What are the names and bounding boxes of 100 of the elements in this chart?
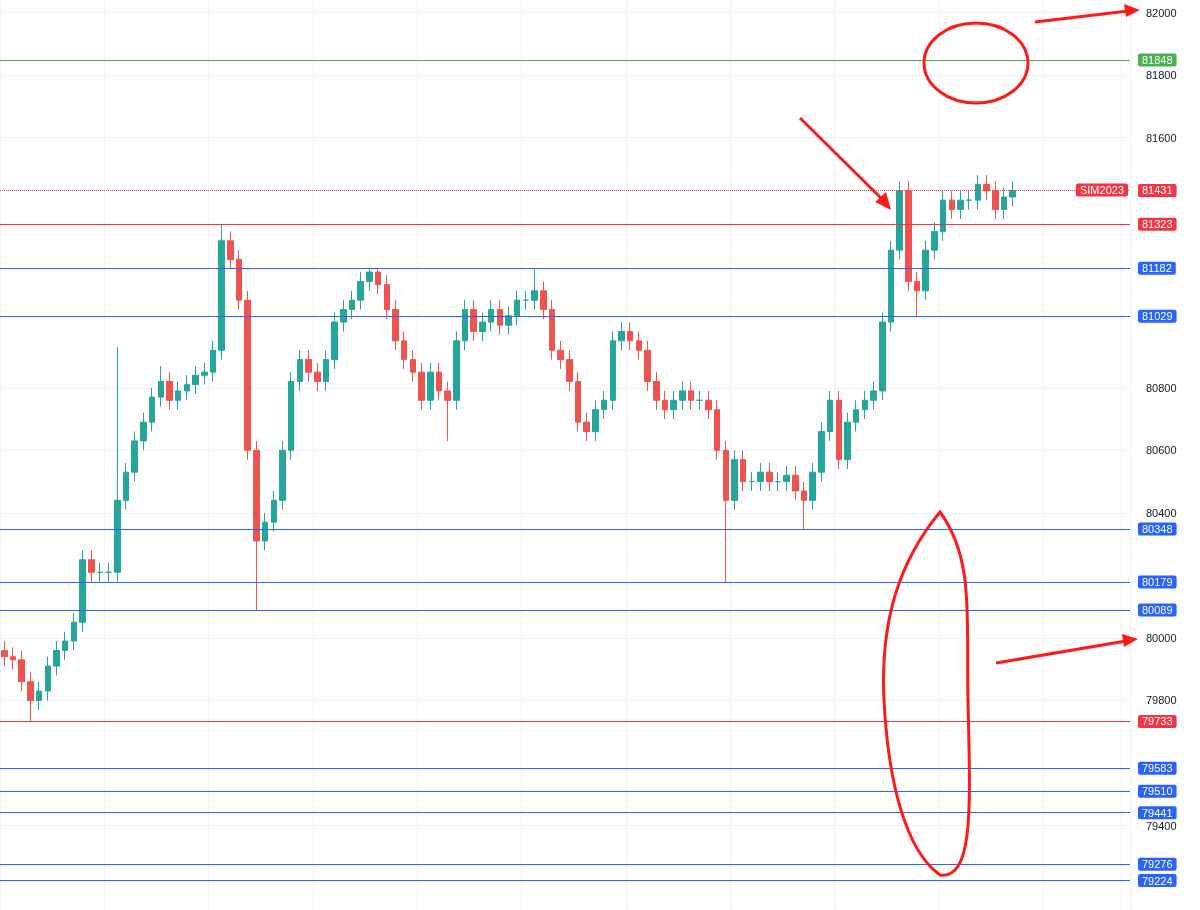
candlestick bbox=[45, 656, 51, 701]
candlestick bbox=[271, 490, 277, 533]
ref-line-label: 81029 bbox=[1142, 310, 1173, 323]
candlestick bbox=[418, 362, 425, 411]
candlestick bbox=[305, 349, 312, 383]
candlestick bbox=[201, 362, 208, 386]
candlestick bbox=[775, 471, 781, 492]
candlestick bbox=[427, 362, 434, 411]
candlestick bbox=[862, 390, 868, 420]
candlestick bbox=[114, 346, 121, 583]
candlestick bbox=[1001, 187, 1007, 220]
candlestick bbox=[340, 299, 347, 332]
candlestick bbox=[783, 465, 790, 492]
candlestick bbox=[531, 267, 538, 311]
candlestick bbox=[97, 562, 103, 583]
candlestick bbox=[505, 305, 512, 336]
ref-line-label: 79733 bbox=[1142, 715, 1173, 728]
candlestick bbox=[297, 349, 303, 392]
candlestick bbox=[983, 174, 990, 201]
candlestick bbox=[236, 249, 242, 311]
candlestick bbox=[175, 381, 181, 411]
ref-line-label: 79441 bbox=[1142, 806, 1173, 819]
candlestick bbox=[253, 440, 260, 611]
candlestick bbox=[610, 330, 616, 411]
candlestick bbox=[36, 681, 42, 711]
y-tick-label: 81600 bbox=[1146, 131, 1177, 144]
candlestick bbox=[140, 412, 147, 451]
candlestick bbox=[540, 280, 547, 320]
candlestick bbox=[853, 399, 859, 433]
ref-line-label: 81323 bbox=[1142, 218, 1173, 231]
candlestick bbox=[279, 440, 286, 511]
candlestick bbox=[583, 412, 590, 442]
candlestick bbox=[757, 462, 764, 492]
candlestick bbox=[10, 646, 16, 670]
candlestick bbox=[896, 180, 903, 261]
candlestick bbox=[870, 381, 877, 411]
candlestick bbox=[957, 190, 964, 220]
candlestick bbox=[592, 399, 599, 442]
candlestick bbox=[227, 230, 234, 270]
candlestick bbox=[801, 481, 807, 530]
candlestick bbox=[749, 471, 755, 492]
candlestick bbox=[357, 271, 364, 311]
candlestick bbox=[349, 290, 355, 320]
candlestick bbox=[18, 649, 25, 692]
candlestick bbox=[601, 390, 607, 420]
candlestick bbox=[723, 440, 729, 583]
ref-line-label: 80179 bbox=[1142, 575, 1173, 588]
candlestick bbox=[218, 223, 225, 361]
y-tick-label: 81800 bbox=[1146, 69, 1177, 82]
candlestick bbox=[975, 174, 981, 211]
candlestick bbox=[71, 612, 77, 651]
candlestick bbox=[836, 390, 842, 470]
candlestick bbox=[766, 462, 773, 492]
candlestick bbox=[905, 180, 912, 292]
candlestick bbox=[566, 349, 573, 392]
candlestick bbox=[636, 330, 642, 361]
candlestick bbox=[670, 390, 677, 420]
candlestick bbox=[53, 640, 60, 676]
candlestick bbox=[410, 349, 416, 383]
candlestick bbox=[653, 371, 660, 411]
candlestick bbox=[792, 465, 799, 501]
candlestick bbox=[62, 631, 68, 661]
candlestick bbox=[436, 362, 442, 401]
candlestick bbox=[705, 390, 712, 420]
ref-line-label: 80089 bbox=[1142, 604, 1173, 617]
y-tick-label: 82000 bbox=[1146, 6, 1177, 19]
candlestick bbox=[940, 190, 946, 242]
candlestick bbox=[149, 387, 155, 433]
candlestick bbox=[401, 330, 407, 370]
ref-line-label: 81848 bbox=[1142, 54, 1173, 67]
candlestick bbox=[818, 421, 825, 483]
candlestick bbox=[575, 371, 581, 433]
candlestick bbox=[714, 399, 720, 461]
candlestick bbox=[192, 365, 199, 395]
ref-line-label: 79510 bbox=[1142, 785, 1173, 798]
candlestick bbox=[557, 340, 564, 370]
candlestick bbox=[497, 299, 503, 336]
candlestick bbox=[331, 312, 338, 370]
candlestick bbox=[453, 330, 460, 411]
candlestick bbox=[809, 462, 816, 511]
candlestick bbox=[262, 512, 268, 551]
annotation: SIM2023 bbox=[1079, 183, 1124, 196]
y-tick-label: 80000 bbox=[1146, 631, 1177, 644]
ref-line-label: 81182 bbox=[1142, 262, 1172, 275]
candlestick bbox=[966, 190, 972, 211]
candlestick bbox=[384, 274, 390, 320]
candlestick bbox=[931, 221, 938, 261]
candlestick bbox=[105, 562, 112, 583]
candlestick bbox=[523, 290, 529, 311]
candlestick bbox=[366, 267, 373, 292]
candlestick bbox=[827, 390, 833, 442]
candlestick bbox=[184, 374, 190, 401]
candlestick bbox=[166, 371, 173, 411]
candlestick bbox=[879, 312, 886, 401]
candlestick bbox=[1, 640, 8, 667]
candlestick bbox=[679, 381, 686, 411]
candlestick bbox=[375, 268, 381, 295]
candlestick bbox=[244, 290, 251, 461]
candlestick bbox=[514, 290, 520, 326]
candlestick bbox=[158, 365, 164, 408]
